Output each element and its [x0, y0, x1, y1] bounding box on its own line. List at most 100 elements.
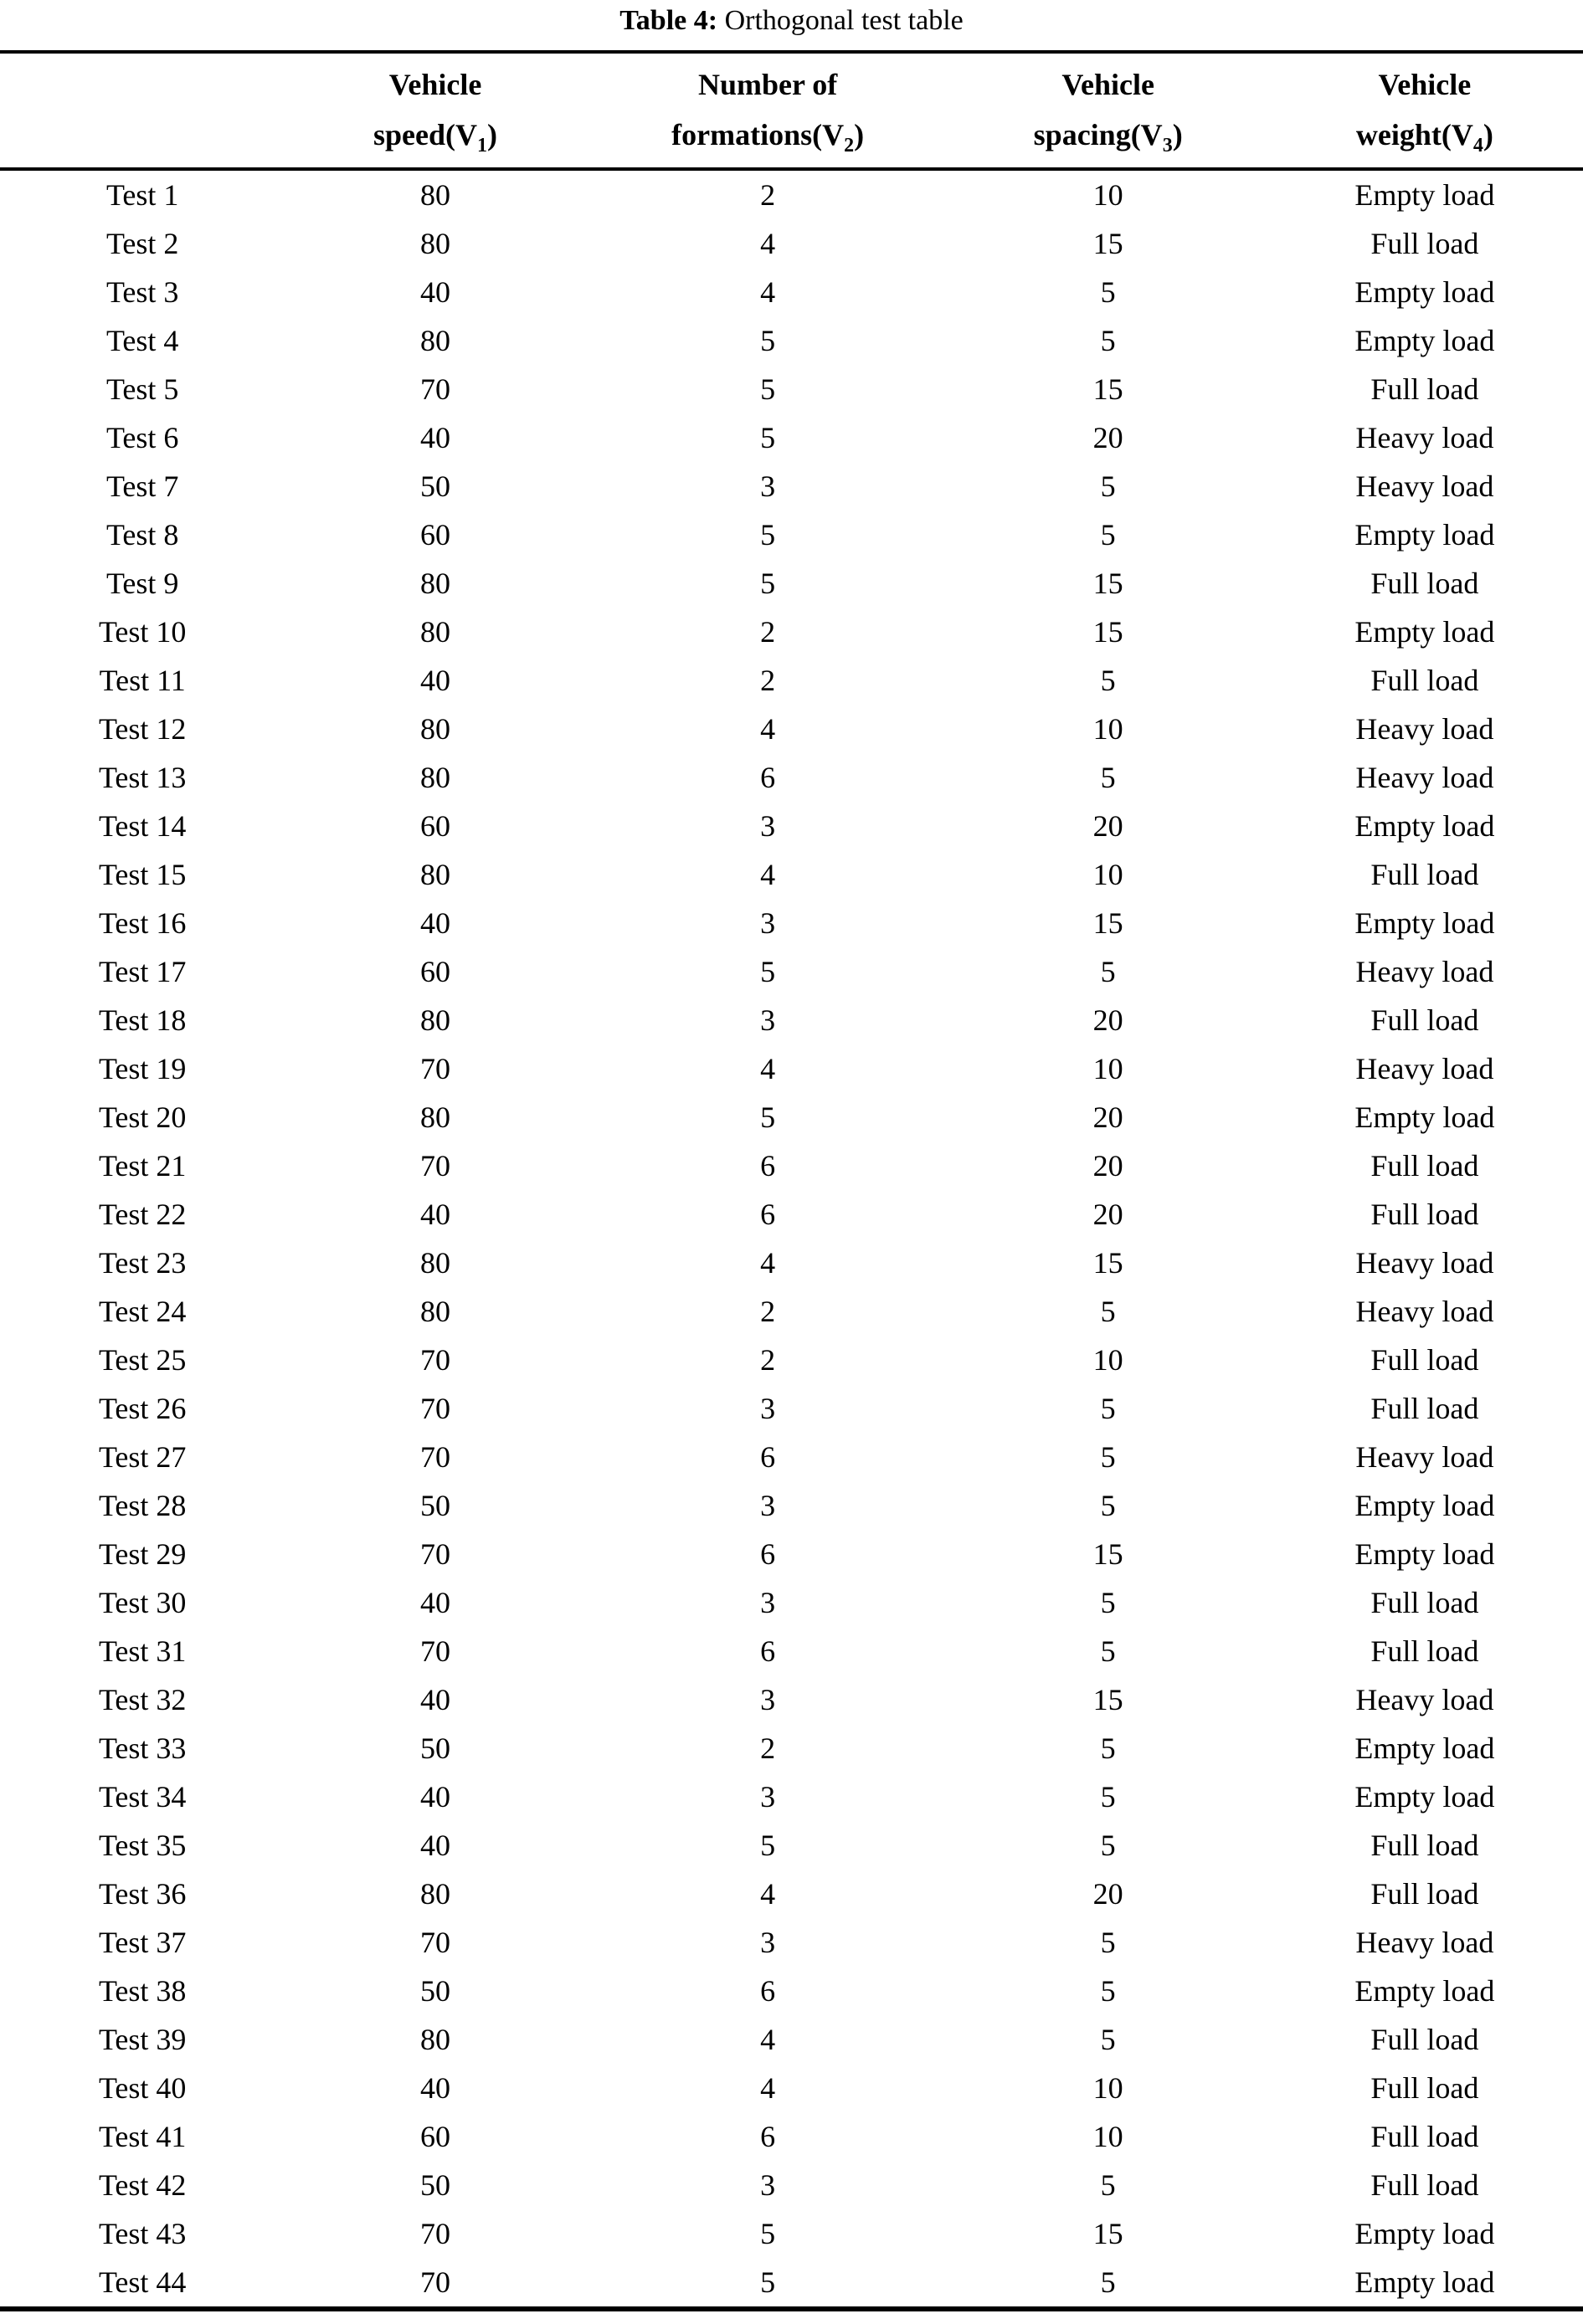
- test-label-cell: Test 16: [98, 906, 187, 940]
- table-row: Test 6 40 5 20 Heavy load: [0, 413, 1583, 462]
- value-cell: 5: [1100, 2023, 1116, 2056]
- test-label-cell: Test 26: [98, 1392, 187, 1425]
- value-cell: Heavy load: [1355, 1440, 1494, 1474]
- table-row: Test 39 80 4 5 Full load: [0, 2015, 1583, 2064]
- value-cell: Empty load: [1354, 809, 1495, 843]
- test-label-cell: Test 39: [98, 2023, 187, 2056]
- value-cell: 40: [420, 906, 451, 940]
- value-cell: 15: [1092, 1537, 1123, 1571]
- value-cell: Heavy load: [1355, 712, 1494, 746]
- value-cell: 70: [420, 1149, 451, 1183]
- value-cell: 3: [760, 906, 776, 940]
- header-text: ): [1172, 118, 1183, 151]
- table-row: Test 3 40 4 5 Empty load: [0, 268, 1583, 316]
- value-cell: 2: [760, 664, 776, 697]
- value-cell: 5: [760, 421, 776, 454]
- value-cell: 5: [1100, 2168, 1116, 2202]
- header-text: spacing(V: [1033, 118, 1163, 151]
- table-row: Test 26 70 3 5 Full load: [0, 1384, 1583, 1433]
- table-row: Test 2 80 4 15 Full load: [0, 219, 1583, 268]
- value-cell: Full load: [1370, 1586, 1479, 1619]
- test-label-cell: Test 36: [98, 1877, 187, 1911]
- value-cell: 80: [420, 1100, 451, 1134]
- table-row: Test 42 50 3 5 Full load: [0, 2161, 1583, 2209]
- test-label-cell: Test 37: [98, 1926, 187, 1959]
- table-row: Test 28 50 3 5 Empty load: [0, 1481, 1583, 1530]
- value-cell: 6: [760, 1634, 776, 1668]
- value-cell: 40: [420, 1683, 451, 1716]
- test-label-cell: Test 8: [105, 518, 179, 552]
- test-label-cell: Test 31: [98, 1634, 187, 1668]
- header-text: formations(V: [671, 118, 845, 151]
- header-vehicle-spacing-line1: Vehicle: [1061, 68, 1154, 101]
- table-row: Test 9 80 5 15 Full load: [0, 559, 1583, 608]
- table-row: Test 7 50 3 5 Heavy load: [0, 462, 1583, 510]
- table-row: Test 19 70 4 10 Heavy load: [0, 1044, 1583, 1093]
- table-row: Test 22 40 6 20 Full load: [0, 1190, 1583, 1239]
- test-label-cell: Test 19: [98, 1052, 187, 1085]
- subscript: 3: [1162, 135, 1173, 157]
- table-body: Test 1 80 2 10 Empty load Test 2 80 4 15 Full loa…: [0, 169, 1583, 2309]
- value-cell: Full load: [1370, 1392, 1479, 1425]
- value-cell: Full load: [1370, 858, 1479, 891]
- table-row: Test 33 50 2 5 Empty load: [0, 1724, 1583, 1772]
- test-label-cell: Test 27: [98, 1440, 187, 1474]
- header-vehicle-spacing: Vehicle spacing(V3): [950, 52, 1267, 169]
- table-row: Test 12 80 4 10 Heavy load: [0, 705, 1583, 753]
- value-cell: 4: [760, 2071, 776, 2105]
- value-cell: 70: [420, 1440, 451, 1474]
- value-cell: 15: [1092, 372, 1123, 406]
- value-cell: 40: [420, 1780, 451, 1814]
- value-cell: 2: [760, 615, 776, 649]
- value-cell: 5: [760, 372, 776, 406]
- value-cell: Empty load: [1354, 1537, 1495, 1571]
- test-label-cell: Test 43: [98, 2217, 187, 2250]
- table-row: Test 14 60 3 20 Empty load: [0, 802, 1583, 850]
- value-cell: 3: [760, 1780, 776, 1814]
- table-row: Test 8 60 5 5 Empty load: [0, 510, 1583, 559]
- value-cell: 15: [1092, 615, 1123, 649]
- value-cell: 6: [760, 1149, 776, 1183]
- value-cell: Heavy load: [1355, 1295, 1494, 1328]
- value-cell: Empty load: [1354, 1100, 1495, 1134]
- value-cell: 4: [760, 227, 776, 260]
- value-cell: 10: [1092, 1343, 1123, 1377]
- value-cell: 70: [420, 1392, 451, 1425]
- table-row: Test 21 70 6 20 Full load: [0, 1141, 1583, 1190]
- value-cell: Heavy load: [1355, 1246, 1494, 1280]
- value-cell: 70: [420, 1343, 451, 1377]
- test-label-cell: Test 28: [98, 1489, 187, 1522]
- test-label-cell: Test 40: [98, 2071, 187, 2105]
- value-cell: Empty load: [1354, 1489, 1495, 1522]
- value-cell: 5: [1100, 664, 1116, 697]
- value-cell: 5: [1100, 1489, 1116, 1522]
- value-cell: 40: [420, 421, 451, 454]
- table-row: Test 23 80 4 15 Heavy load: [0, 1239, 1583, 1287]
- value-cell: 5: [760, 2265, 776, 2299]
- value-cell: 20: [1092, 1877, 1123, 1911]
- value-cell: 15: [1092, 1246, 1123, 1280]
- value-cell: 5: [760, 1100, 776, 1134]
- test-label-cell: Test 9: [105, 567, 179, 600]
- value-cell: 4: [760, 1877, 776, 1911]
- table-row: Test 38 50 6 5 Empty load: [0, 1967, 1583, 2015]
- test-label-cell: Test 34: [98, 1780, 187, 1814]
- value-cell: 5: [1100, 1926, 1116, 1959]
- value-cell: 6: [760, 761, 776, 794]
- value-cell: 20: [1092, 421, 1123, 454]
- value-cell: Empty load: [1354, 615, 1495, 649]
- test-label-cell: Test 10: [98, 615, 187, 649]
- subscript: 2: [844, 135, 855, 157]
- value-cell: 3: [760, 1926, 776, 1959]
- value-cell: 5: [1100, 1780, 1116, 1814]
- value-cell: 15: [1092, 2217, 1123, 2250]
- value-cell: 4: [760, 858, 776, 891]
- value-cell: Full load: [1370, 1003, 1479, 1037]
- value-cell: 40: [420, 1586, 451, 1619]
- table-caption-label: Table 4:: [619, 5, 718, 36]
- value-cell: Full load: [1370, 1877, 1479, 1911]
- value-cell: 60: [420, 955, 451, 988]
- test-label-cell: Test 13: [98, 761, 187, 794]
- value-cell: 80: [420, 712, 451, 746]
- value-cell: 15: [1092, 567, 1123, 600]
